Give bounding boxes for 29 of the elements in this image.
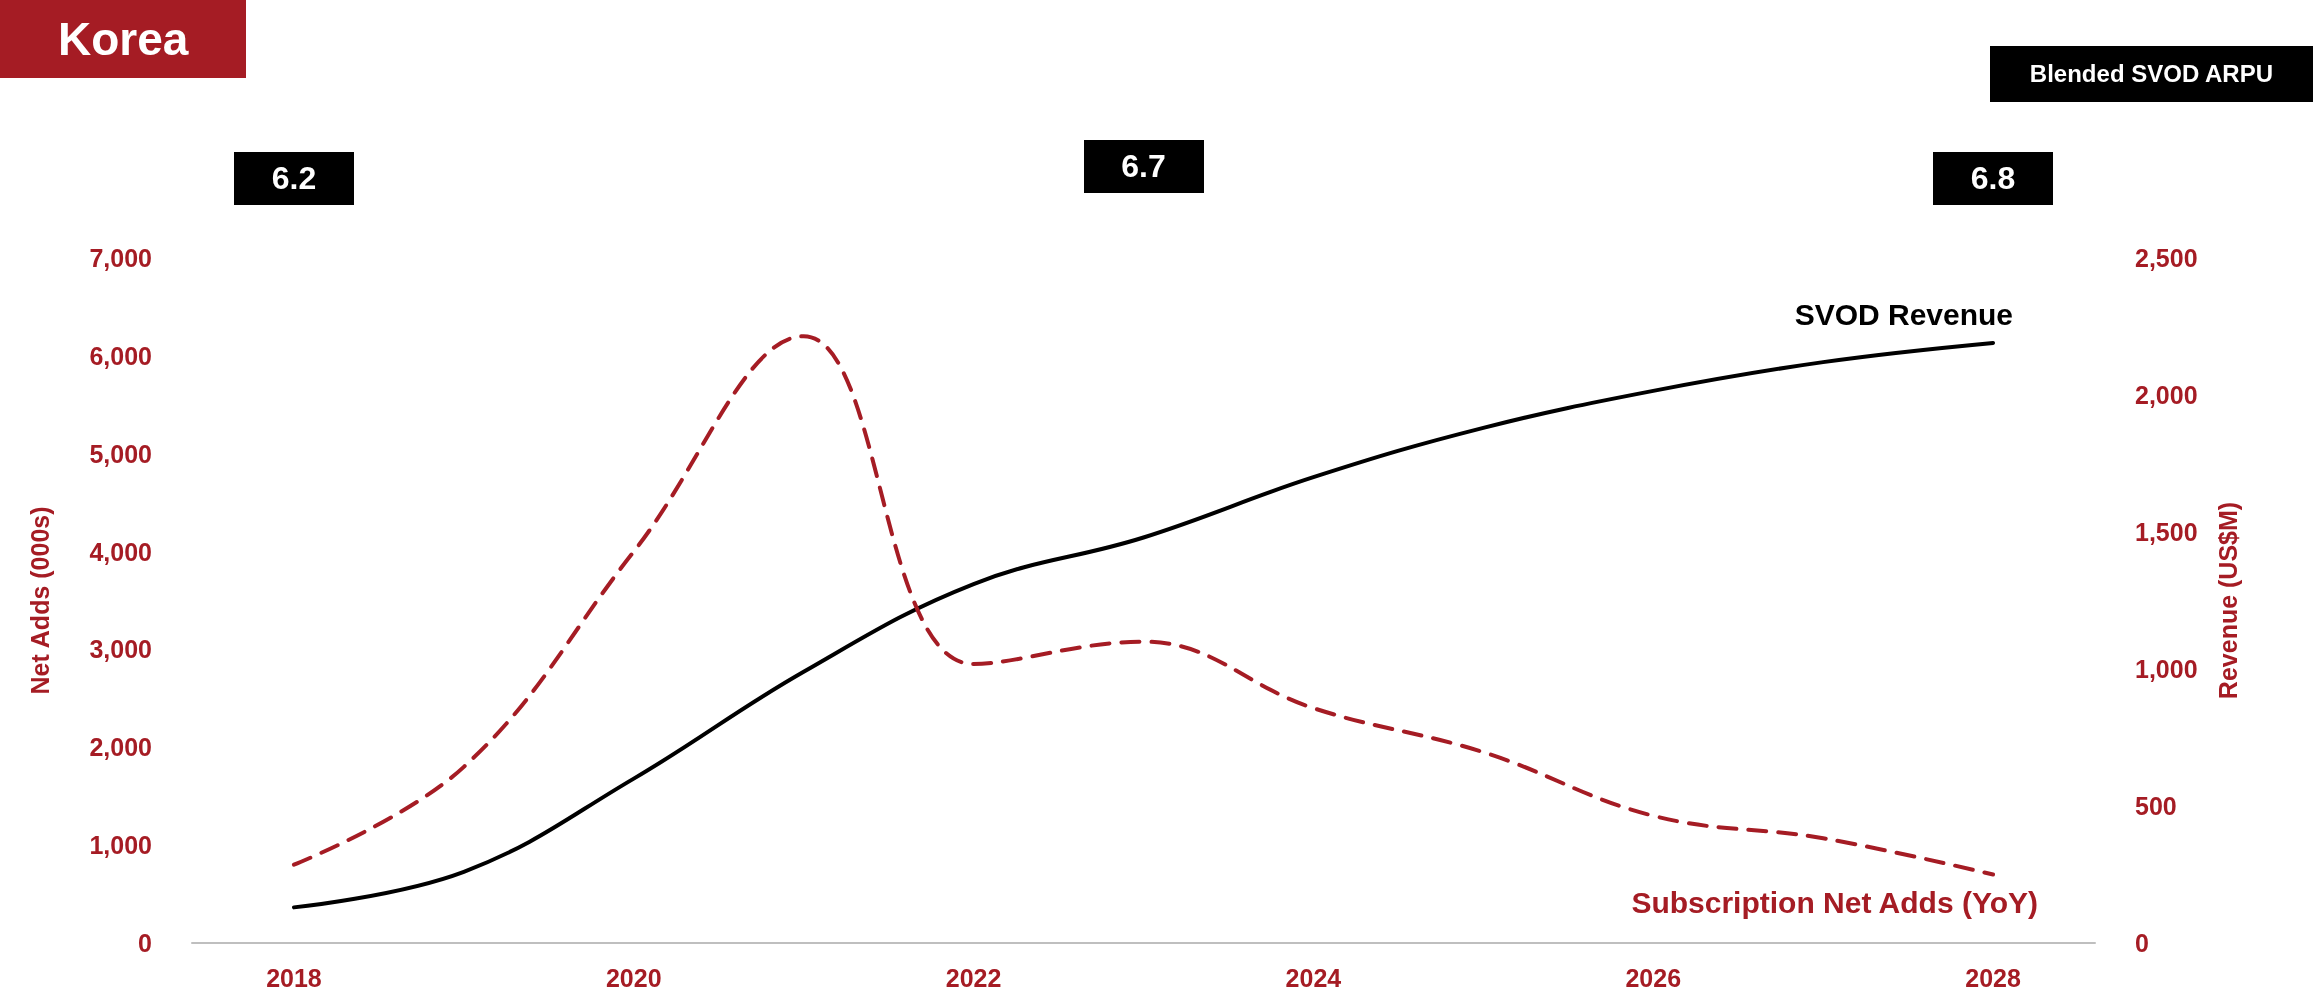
y-tick-label: 1,000 — [89, 831, 152, 860]
series-label: SVOD Revenue — [1794, 298, 2014, 332]
y-tick-label: 2,000 — [89, 733, 152, 762]
y2-tick-label: 1,000 — [2135, 655, 2198, 683]
y2-tick-label: 2,500 — [2135, 244, 2198, 272]
y-tick-label: 4,000 — [89, 537, 152, 566]
y-tick-label: 7,000 — [89, 244, 152, 272]
y-tick-label: 0 — [138, 929, 152, 957]
y-tick-label: 5,000 — [89, 439, 152, 468]
y-axis-title: Net Adds (000s) — [25, 506, 54, 695]
y-tick-label: 6,000 — [89, 341, 152, 370]
text: 6.2 — [233, 152, 354, 205]
y-tick-label: 3,000 — [89, 635, 152, 664]
y2-axis-title: Revenue (US$M) — [2213, 501, 2242, 700]
text: Blended SVOD ARPU — [1989, 46, 2313, 102]
y2-tick-label: 1,500 — [2135, 518, 2198, 546]
y2-tick-label: 500 — [2135, 792, 2177, 820]
x-tick-label: 2022 — [945, 963, 1002, 992]
y2-tick-label: 0 — [2135, 929, 2149, 957]
y2-tick-label: 2,000 — [2135, 381, 2198, 409]
x-tick-label: 2020 — [605, 963, 662, 992]
chart-title: Korea — [0, 0, 247, 78]
series-label: Subscription Net Adds (YoY) — [1631, 886, 2039, 919]
text: 6.7 — [1083, 140, 1204, 193]
text: 6.8 — [1933, 152, 2054, 205]
x-tick-label: 2026 — [1625, 963, 1682, 992]
x-tick-label: 2024 — [1285, 963, 1342, 992]
x-tick-label: 2028 — [1965, 963, 2021, 992]
x-tick-label: 2018 — [266, 963, 322, 992]
